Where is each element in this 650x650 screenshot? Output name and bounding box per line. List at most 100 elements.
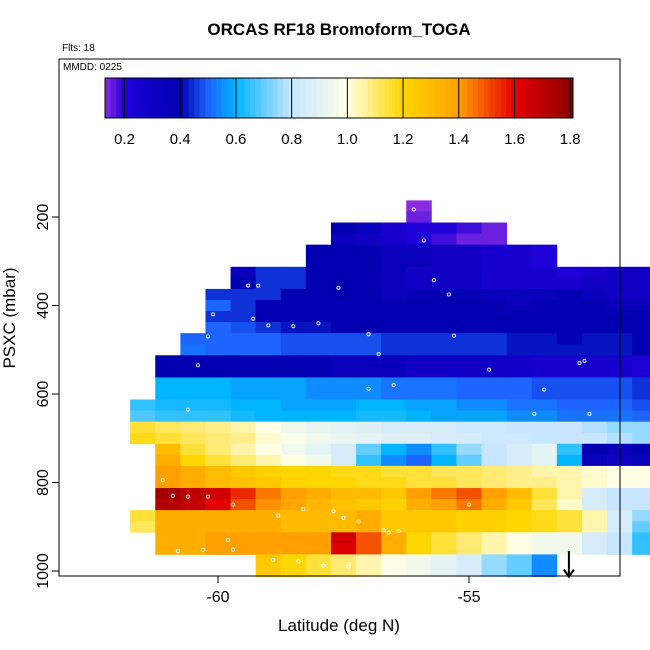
heatmap-cell bbox=[632, 443, 650, 456]
heatmap-cell bbox=[632, 499, 650, 511]
colorbar-frame bbox=[104, 77, 574, 119]
heatmap-cell bbox=[531, 443, 558, 456]
sample-point bbox=[381, 528, 386, 533]
heatmap-cell bbox=[632, 288, 650, 301]
sample-point bbox=[291, 324, 296, 329]
heatmap-cell bbox=[431, 421, 457, 434]
colorbar-swatch bbox=[249, 78, 256, 118]
plot-frame bbox=[58, 58, 621, 577]
heatmap-cell bbox=[330, 333, 357, 345]
heatmap-cell bbox=[180, 499, 206, 511]
heatmap-cell bbox=[456, 476, 482, 489]
heatmap-cell bbox=[205, 299, 231, 312]
heatmap-cell bbox=[330, 565, 357, 577]
sample-point bbox=[336, 285, 341, 290]
heatmap-cell bbox=[406, 277, 432, 290]
heatmap-cell bbox=[280, 311, 307, 323]
colorbar-swatch bbox=[467, 78, 474, 118]
heatmap-cell bbox=[255, 488, 282, 500]
heatmap-cell bbox=[230, 532, 257, 544]
heatmap-cell bbox=[431, 366, 457, 378]
heatmap-cell bbox=[305, 454, 332, 467]
heatmap-cell bbox=[431, 465, 457, 478]
heatmap-cell bbox=[406, 311, 432, 323]
heatmap-cell bbox=[581, 388, 608, 400]
heatmap-cell bbox=[230, 443, 257, 456]
heatmap-cell bbox=[456, 366, 482, 378]
heatmap-cell bbox=[381, 410, 407, 423]
heatmap-cell bbox=[456, 432, 482, 445]
sample-point bbox=[376, 352, 381, 357]
heatmap-cell bbox=[481, 288, 508, 301]
colorbar-swatch bbox=[450, 78, 457, 118]
sample-point bbox=[421, 238, 426, 243]
heatmap-cell bbox=[431, 277, 457, 290]
heatmap-cell bbox=[406, 565, 432, 577]
heatmap-cell bbox=[456, 543, 482, 555]
heatmap-cell bbox=[431, 543, 457, 555]
colorbar-swatch bbox=[545, 78, 552, 118]
heatmap-cell bbox=[531, 244, 558, 257]
heatmap-cell bbox=[180, 388, 206, 400]
colorbar-swatch bbox=[333, 78, 340, 118]
heatmap-cell bbox=[230, 499, 257, 511]
sample-point bbox=[411, 207, 416, 212]
heatmap-cell bbox=[356, 454, 382, 467]
heatmap-cell bbox=[632, 399, 650, 411]
heatmap-cell bbox=[205, 510, 231, 522]
heatmap-cell bbox=[581, 432, 608, 445]
heatmap-cell bbox=[330, 510, 357, 522]
colorbar-tick-label: 1.0 bbox=[337, 131, 358, 148]
colorbar-swatch bbox=[300, 78, 307, 118]
heatmap-cell bbox=[305, 266, 332, 279]
heatmap-cell bbox=[506, 465, 533, 478]
heatmap-cell bbox=[406, 333, 432, 345]
heatmap-cell bbox=[255, 454, 282, 467]
colorbar-swatch bbox=[110, 78, 117, 118]
heatmap-cell bbox=[130, 510, 156, 522]
heatmap-cell bbox=[155, 388, 181, 400]
heatmap-cell bbox=[356, 543, 382, 555]
heatmap-cell bbox=[406, 200, 432, 212]
sample-point bbox=[582, 358, 587, 363]
heatmap-cell bbox=[305, 377, 332, 389]
heatmap-cell bbox=[280, 299, 307, 312]
heatmap-cell bbox=[431, 222, 457, 234]
heatmap-cell bbox=[406, 255, 432, 268]
heatmap-cell bbox=[180, 377, 206, 389]
heatmap-cell bbox=[506, 410, 533, 423]
heatmap-cell bbox=[406, 454, 432, 467]
heatmap-cell bbox=[632, 488, 650, 500]
heatmap-cell bbox=[556, 454, 583, 467]
colorbar bbox=[104, 77, 574, 119]
y-tick-label: 400 bbox=[35, 292, 52, 319]
colorbar-swatch bbox=[144, 78, 151, 118]
heatmap-cell bbox=[481, 255, 508, 268]
heatmap-cell bbox=[406, 510, 432, 522]
heatmap-cell bbox=[255, 333, 282, 345]
heatmap-cell bbox=[506, 266, 533, 279]
sample-point bbox=[391, 564, 396, 569]
heatmap-cell bbox=[431, 454, 457, 467]
heatmap-cell bbox=[406, 266, 432, 279]
colorbar-swatch bbox=[311, 78, 318, 118]
sample-point bbox=[205, 334, 210, 339]
heatmap-cell bbox=[330, 288, 357, 301]
heatmap-cell bbox=[481, 565, 508, 577]
sample-point bbox=[170, 493, 175, 498]
heatmap-cell bbox=[381, 255, 407, 268]
heatmap-cell bbox=[280, 565, 307, 577]
sample-point bbox=[446, 292, 451, 297]
colorbar-swatch bbox=[327, 78, 334, 118]
heatmap-cell bbox=[255, 532, 282, 544]
colorbar-swatch bbox=[372, 78, 379, 118]
heatmap-cell bbox=[506, 532, 533, 544]
colorbar-swatch bbox=[244, 78, 251, 118]
colorbar-swatch bbox=[283, 78, 290, 118]
heatmap-cell bbox=[205, 410, 231, 423]
heatmap-cell bbox=[330, 388, 357, 400]
heatmap-cell bbox=[581, 521, 608, 533]
heatmap-cell bbox=[531, 510, 558, 522]
heatmap-cell bbox=[431, 266, 457, 279]
heatmap-cell bbox=[205, 421, 231, 434]
